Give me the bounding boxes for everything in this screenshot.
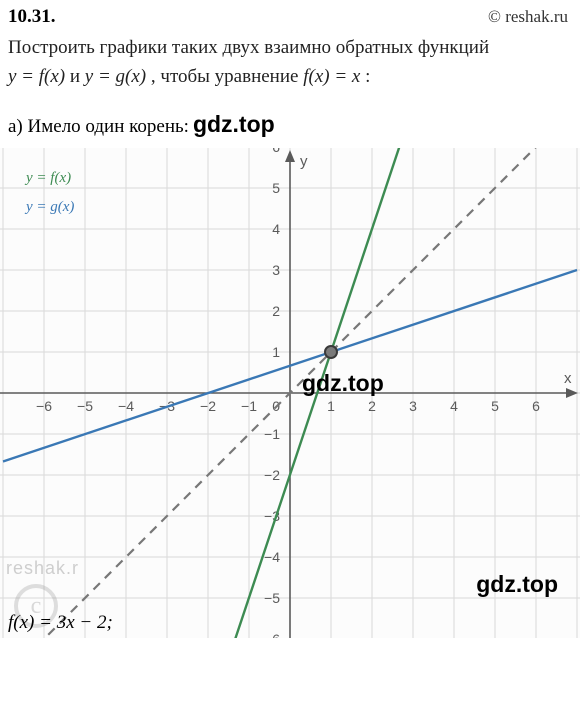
svg-text:1: 1 — [272, 344, 280, 360]
svg-text:3: 3 — [409, 398, 417, 414]
svg-text:−6: −6 — [36, 398, 52, 414]
svg-text:−2: −2 — [200, 398, 216, 414]
eq-g: y = g(x) — [85, 66, 146, 87]
problem-number: 10.31. — [8, 6, 56, 28]
svg-text:−6: −6 — [264, 631, 280, 638]
svg-text:y: y — [300, 153, 308, 170]
watermark-top: gdz.top — [193, 111, 275, 138]
text-and: и — [70, 66, 85, 87]
svg-text:1: 1 — [327, 398, 335, 414]
chart-svg: −6−5−4−3−2−1123456−6−5−4−3−2−11234560xy — [0, 148, 580, 638]
svg-text:x: x — [564, 370, 572, 387]
svg-text:−4: −4 — [264, 549, 280, 565]
svg-text:5: 5 — [272, 180, 280, 196]
svg-text:2: 2 — [272, 303, 280, 319]
svg-text:−4: −4 — [118, 398, 134, 414]
svg-text:6: 6 — [272, 148, 280, 155]
svg-text:3: 3 — [272, 262, 280, 278]
svg-text:5: 5 — [491, 398, 499, 414]
svg-text:−5: −5 — [264, 590, 280, 606]
legend-g: y = g(x) — [26, 193, 74, 222]
svg-text:4: 4 — [450, 398, 458, 414]
svg-text:−1: −1 — [264, 426, 280, 442]
eq-f: y = f(x) — [8, 66, 65, 87]
legend: y = f(x) y = g(x) — [20, 160, 80, 225]
svg-text:−1: −1 — [241, 398, 257, 414]
svg-text:−2: −2 — [264, 467, 280, 483]
problem-statement: Построить графики таких двух взаимно обр… — [0, 30, 580, 93]
chart-container: −6−5−4−3−2−1123456−6−5−4−3−2−11234560xy … — [0, 148, 580, 638]
text-post: , чтобы уравнение — [151, 66, 303, 87]
svg-text:4: 4 — [272, 221, 280, 237]
legend-f: y = f(x) — [26, 164, 74, 193]
bottom-equation: f(x) = 3x − 2; — [8, 612, 113, 634]
svg-text:−5: −5 — [77, 398, 93, 414]
eq-fx: f(x) = x — [303, 66, 360, 87]
source-label: © reshak.ru — [488, 7, 568, 27]
svg-text:6: 6 — [532, 398, 540, 414]
text-colon: : — [365, 66, 370, 87]
part-a-label: а) Имело один корень: — [8, 116, 189, 138]
text-line1: Построить графики таких двух взаимно обр… — [8, 37, 489, 58]
svg-text:2: 2 — [368, 398, 376, 414]
